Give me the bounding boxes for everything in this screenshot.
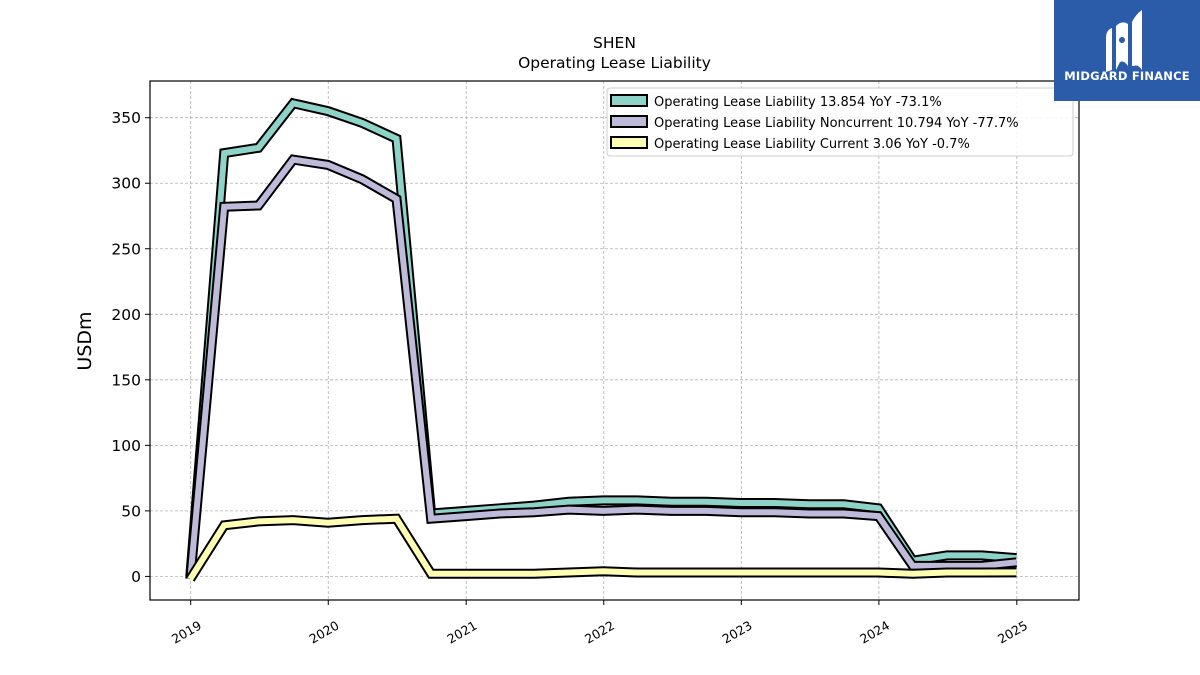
series-line-2 bbox=[187, 515, 1017, 581]
logo: MIDGARD FINANCE bbox=[1054, 0, 1200, 101]
y-tick-label: 350 bbox=[111, 109, 141, 127]
series-layer bbox=[185, 97, 1017, 582]
legend: Operating Lease Liability 13.854 YoY -73… bbox=[606, 87, 1074, 157]
series-outline-0 bbox=[185, 97, 1017, 577]
series-line-0 bbox=[187, 99, 1017, 577]
ticks: 0 50 100 150 200 250 300 350 2019 2020 2021 2022 202… bbox=[111, 109, 1030, 646]
y-tick-label: 300 bbox=[111, 175, 141, 193]
x-tick-label: 2025 bbox=[995, 618, 1030, 647]
legend-swatch bbox=[610, 94, 648, 107]
legend-swatch bbox=[610, 136, 648, 149]
x-tick-label: 2023 bbox=[720, 618, 755, 647]
legend-swatch bbox=[610, 115, 648, 128]
series-line-1 bbox=[187, 156, 1017, 580]
series-outline-1 bbox=[185, 154, 1017, 580]
x-tick-label: 2024 bbox=[857, 618, 892, 647]
chart-title: SHEN bbox=[593, 34, 636, 52]
y-tick-label: 150 bbox=[111, 371, 141, 389]
legend-label: Operating Lease Liability Noncurrent 10.… bbox=[654, 116, 1019, 131]
legend-label: Operating Lease Liability 13.854 YoY -73… bbox=[654, 95, 942, 110]
x-tick-label: 2019 bbox=[169, 618, 204, 647]
y-tick-label: 200 bbox=[111, 306, 141, 324]
y-tick-label: 50 bbox=[121, 502, 141, 520]
y-tick-label: 100 bbox=[111, 437, 141, 455]
legend-box bbox=[606, 87, 1074, 157]
y-axis-label: USDm bbox=[74, 311, 96, 370]
x-tick-label: 2021 bbox=[444, 618, 479, 647]
x-tick-label: 2020 bbox=[306, 618, 341, 647]
chart-subtitle: Operating Lease Liability bbox=[518, 54, 711, 72]
logo-text: MIDGARD FINANCE bbox=[1064, 69, 1190, 83]
x-tick-label: 2022 bbox=[582, 618, 617, 647]
legend-label: Operating Lease Liability Current 3.06 Y… bbox=[654, 137, 970, 152]
y-tick-label: 250 bbox=[111, 240, 141, 258]
y-tick-label: 0 bbox=[131, 568, 141, 586]
plot-frame bbox=[149, 80, 1080, 601]
logo-mark-icon bbox=[1106, 10, 1142, 72]
